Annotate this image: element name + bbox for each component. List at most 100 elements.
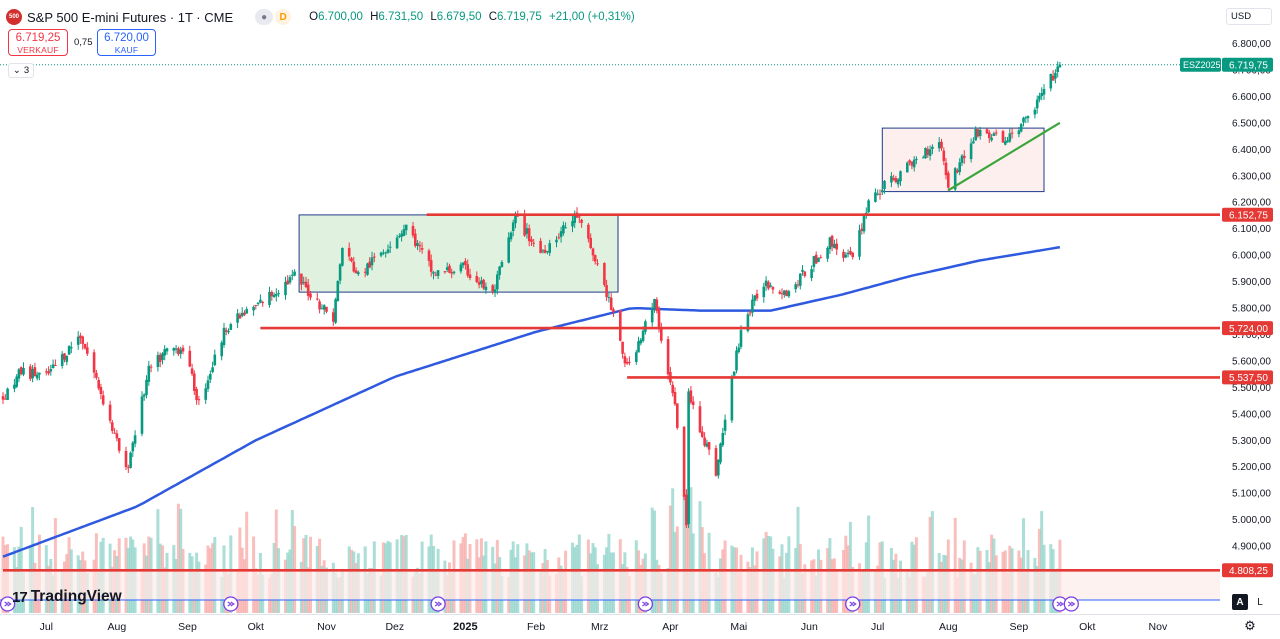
- candle: [915, 156, 918, 165]
- change-value: +21,00 (+0,31%): [549, 11, 635, 23]
- candle: [771, 286, 775, 294]
- candle: [142, 393, 146, 401]
- currency-selector[interactable]: USD: [1226, 8, 1272, 25]
- candle: [890, 172, 893, 188]
- log-scale-button[interactable]: L: [1257, 596, 1263, 608]
- candle: [830, 234, 834, 252]
- candle: [491, 284, 494, 295]
- candle: [851, 251, 854, 260]
- candle: [236, 309, 239, 329]
- candle: [332, 308, 335, 326]
- candle: [990, 134, 993, 142]
- candle: [113, 427, 116, 434]
- event-marker-icon[interactable]: [0, 596, 16, 612]
- candle: [133, 430, 137, 448]
- candle: [947, 170, 950, 191]
- candle: [892, 174, 895, 182]
- low-value: 6.679,50: [436, 11, 482, 23]
- trend-line[interactable]: [947, 121, 1061, 192]
- candle: [300, 273, 303, 291]
- candle: [842, 249, 845, 262]
- candle: [1040, 87, 1043, 101]
- candle: [660, 322, 663, 344]
- candle: [801, 265, 804, 276]
- volume-bar: [31, 507, 35, 613]
- candle: [222, 322, 226, 348]
- candle: [687, 388, 690, 528]
- event-marker-icon[interactable]: [223, 596, 239, 612]
- candle: [13, 378, 16, 393]
- volume-bar: [928, 516, 932, 613]
- candle: [828, 236, 832, 255]
- candle: [129, 451, 132, 469]
- candle: [177, 346, 180, 357]
- y-tick-label: 6.800,00: [1232, 39, 1271, 50]
- tradingview-logo[interactable]: 17 TradingView: [12, 588, 122, 606]
- candle: [15, 374, 18, 389]
- candle: [833, 239, 836, 249]
- candle: [293, 269, 296, 277]
- candle: [912, 156, 916, 172]
- candle: [370, 251, 374, 271]
- candle: [17, 368, 21, 383]
- candle: [1004, 136, 1007, 146]
- volume-bar: [290, 510, 294, 613]
- candle: [580, 218, 583, 228]
- event-marker-icon[interactable]: [1063, 596, 1079, 612]
- candle: [972, 137, 975, 144]
- y-tick-label: 6.100,00: [1232, 224, 1271, 235]
- eye-icon[interactable]: ●: [255, 9, 274, 25]
- sell-button[interactable]: 6.719,25 VERKAUF: [8, 29, 68, 56]
- event-marker-icon[interactable]: [637, 596, 654, 612]
- candle: [459, 262, 463, 274]
- candle: [953, 167, 957, 192]
- symbol-logo-icon[interactable]: 500: [6, 9, 22, 25]
- gear-icon[interactable]: ⚙: [1244, 618, 1256, 633]
- candle: [621, 341, 624, 359]
- candle: [612, 307, 615, 317]
- candle: [732, 371, 736, 377]
- candle: [341, 247, 344, 267]
- candle: [1019, 122, 1023, 133]
- candle: [573, 210, 576, 228]
- candle: [302, 276, 305, 285]
- volume-bar: [671, 488, 675, 613]
- candle: [780, 288, 784, 300]
- y-tick-label: 5.600,00: [1232, 356, 1271, 367]
- range-rectangle[interactable]: [298, 214, 619, 293]
- buy-label: KAUF: [114, 45, 139, 55]
- event-marker-icon[interactable]: [845, 596, 861, 612]
- candle: [691, 396, 695, 410]
- candle: [994, 129, 998, 136]
- candle: [65, 355, 69, 366]
- event-marker-icon[interactable]: [430, 596, 446, 612]
- candle: [908, 159, 911, 166]
- candle: [402, 224, 406, 237]
- volume-bar: [682, 495, 686, 613]
- buy-button[interactable]: 6.720,00 KAUF: [97, 29, 156, 56]
- candle: [229, 322, 233, 330]
- moving-average-line[interactable]: [2, 245, 1061, 558]
- chevron-down-icon: ⌄: [12, 65, 21, 76]
- candle: [527, 224, 531, 247]
- candle: [400, 230, 403, 242]
- indicators-toggle[interactable]: ⌄ 3: [8, 63, 34, 78]
- candle: [896, 178, 900, 188]
- candle: [161, 352, 164, 365]
- candle: [47, 366, 50, 376]
- auto-scale-button[interactable]: A: [1232, 594, 1248, 610]
- candle: [625, 358, 629, 365]
- ohlc-values: O6.700,00 H6.731,50 L6.679,50 C6.719,75 …: [309, 11, 635, 23]
- candle: [1054, 69, 1057, 84]
- x-tick-label: Nov: [317, 621, 336, 633]
- candle: [906, 161, 909, 173]
- symbol-title[interactable]: S&P 500 E-mini Futures · 1T · CME: [27, 9, 234, 25]
- y-tick-label: 5.800,00: [1232, 304, 1271, 315]
- delayed-data-badge[interactable]: D: [275, 9, 292, 25]
- indicator-count: 3: [23, 65, 30, 76]
- candle: [395, 234, 399, 250]
- candle: [605, 279, 608, 301]
- volume-bar: [650, 507, 654, 613]
- candle: [817, 257, 820, 263]
